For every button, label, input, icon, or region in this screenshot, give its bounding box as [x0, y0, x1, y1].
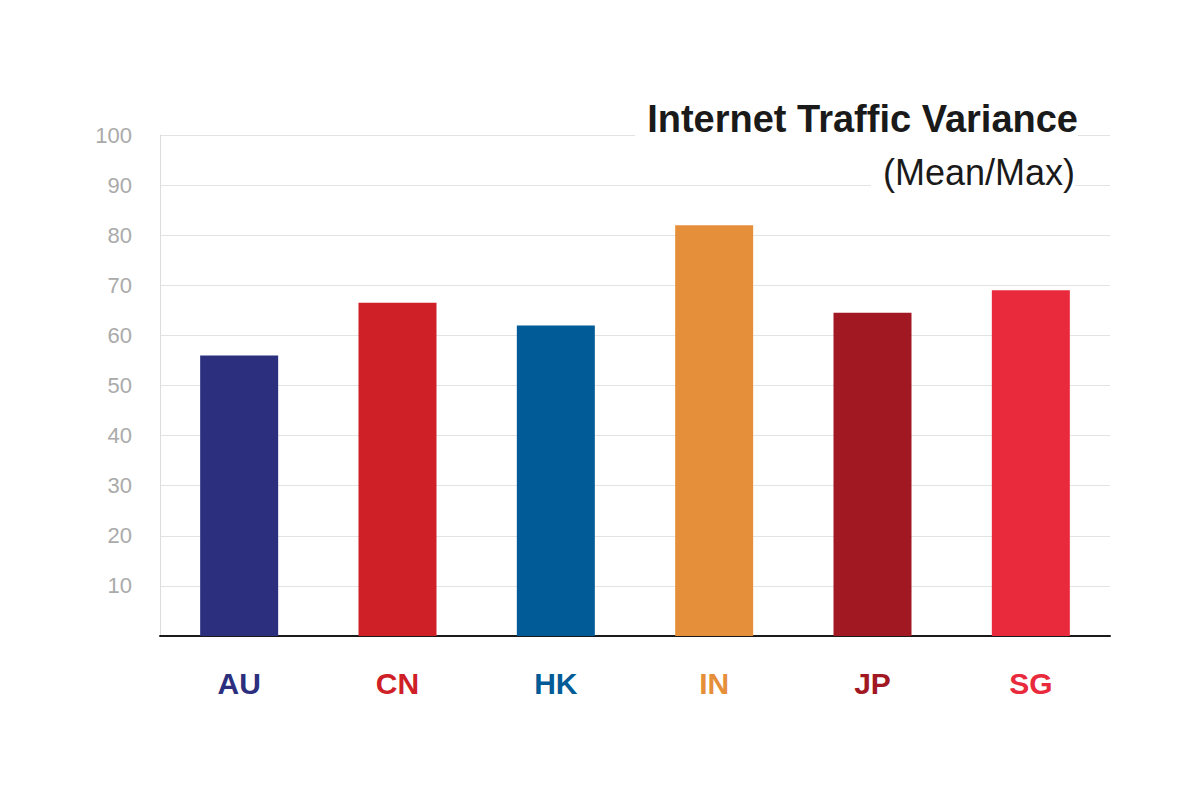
- svg-text:10: 10: [108, 573, 132, 598]
- svg-text:JP: JP: [854, 667, 891, 700]
- svg-text:30: 30: [108, 473, 132, 498]
- svg-text:20: 20: [108, 523, 132, 548]
- svg-text:100: 100: [95, 123, 132, 148]
- svg-text:IN: IN: [699, 667, 729, 700]
- svg-text:90: 90: [108, 173, 132, 198]
- svg-text:SG: SG: [1009, 667, 1052, 700]
- svg-text:Internet Traffic Variance: Internet Traffic Variance: [647, 98, 1078, 140]
- svg-text:HK: HK: [534, 667, 578, 700]
- svg-text:70: 70: [108, 273, 132, 298]
- svg-text:50: 50: [108, 373, 132, 398]
- svg-text:60: 60: [108, 323, 132, 348]
- svg-text:CN: CN: [376, 667, 419, 700]
- svg-text:40: 40: [108, 423, 132, 448]
- svg-text:AU: AU: [217, 667, 260, 700]
- svg-text:(Mean/Max): (Mean/Max): [883, 152, 1075, 193]
- svg-text:80: 80: [108, 223, 132, 248]
